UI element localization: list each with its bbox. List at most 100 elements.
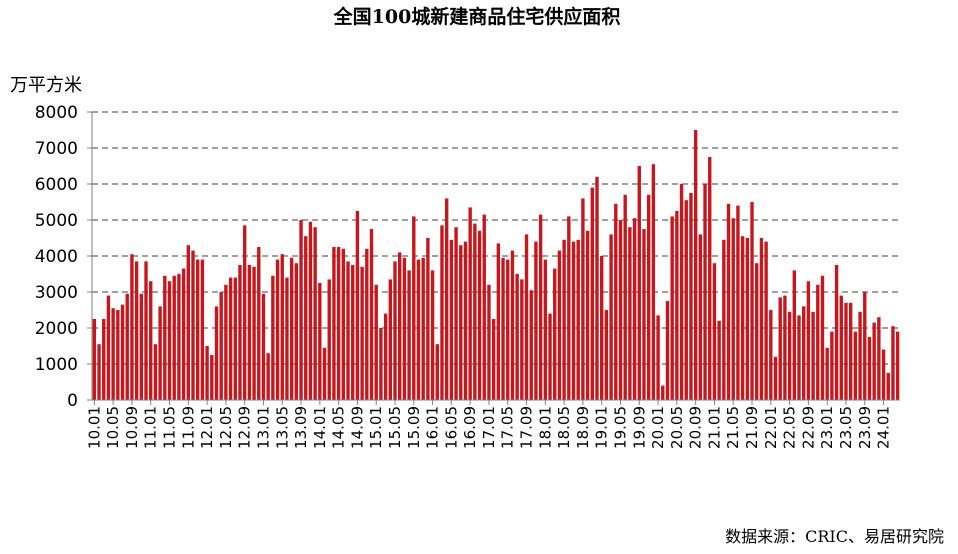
bar <box>661 385 665 400</box>
bar <box>341 248 346 400</box>
bar <box>623 194 627 400</box>
bar <box>149 281 153 400</box>
bar <box>177 274 181 400</box>
bar <box>200 259 205 400</box>
bar <box>266 353 270 400</box>
bar <box>708 157 712 400</box>
y-tick-label: 4000 <box>35 247 78 267</box>
axes <box>87 111 900 405</box>
bar <box>571 241 576 400</box>
bar <box>595 176 599 400</box>
bar <box>797 315 801 400</box>
bar <box>412 216 416 400</box>
x-tick-label: 21.01 <box>705 406 723 449</box>
bar <box>703 184 707 400</box>
bar <box>773 356 778 400</box>
y-tick-labels: 0 1000 2000 3000 4000 5000 6000 7000 8000 <box>35 103 78 411</box>
bar <box>651 164 656 400</box>
bar <box>750 202 754 400</box>
bar <box>393 261 397 400</box>
bar <box>632 218 637 400</box>
bar <box>872 322 876 400</box>
bar <box>449 239 454 400</box>
bar <box>670 216 674 400</box>
x-tick-label: 11.01 <box>142 406 160 449</box>
bar <box>299 220 303 400</box>
bar <box>769 310 773 400</box>
bar <box>656 315 660 400</box>
bar <box>717 320 721 400</box>
bar <box>181 268 186 400</box>
x-tick-label: 19.09 <box>630 406 648 449</box>
bar <box>877 317 881 400</box>
x-tick-label: 14.01 <box>311 406 329 449</box>
bar <box>698 234 703 400</box>
bar <box>365 248 369 400</box>
bar <box>590 187 594 400</box>
bar <box>294 263 299 400</box>
bar <box>172 275 176 400</box>
bar <box>604 310 609 400</box>
x-tick-label: 22.01 <box>762 406 780 449</box>
x-tick-label: 24.01 <box>875 406 893 449</box>
bars <box>92 130 900 400</box>
bar <box>726 203 731 400</box>
x-tick-label: 20.05 <box>668 406 686 449</box>
bar <box>111 308 115 400</box>
bar <box>487 284 491 400</box>
bar <box>482 214 486 400</box>
y-tick-label: 8000 <box>35 103 78 123</box>
bar <box>219 292 223 400</box>
bar <box>426 238 430 400</box>
x-tick-label: 10.05 <box>104 406 122 449</box>
bar <box>463 241 468 400</box>
bar <box>163 275 167 400</box>
x-tick-label: 17.05 <box>499 406 517 449</box>
bar <box>167 281 172 400</box>
x-tick-label: 19.01 <box>593 406 611 449</box>
bar <box>289 257 294 400</box>
y-tick-label: 2000 <box>35 319 78 339</box>
bar <box>388 279 392 400</box>
bar <box>886 373 890 400</box>
bar <box>205 346 209 400</box>
bar <box>402 257 407 400</box>
bar <box>468 207 472 400</box>
bar <box>848 302 853 400</box>
bar <box>802 306 806 400</box>
bar <box>238 265 242 400</box>
bar <box>689 193 693 400</box>
y-tick-label: 0 <box>67 391 78 411</box>
bar <box>252 266 256 400</box>
bar <box>778 297 782 400</box>
bar <box>867 337 872 400</box>
bar <box>459 245 463 400</box>
bar <box>308 221 313 400</box>
bar <box>557 250 562 400</box>
bar <box>665 301 670 400</box>
x-tick-label: 15.01 <box>367 406 385 449</box>
bar <box>261 293 266 400</box>
bar <box>416 259 421 400</box>
bar <box>679 184 684 400</box>
x-tick-label: 16.09 <box>461 406 479 449</box>
bar <box>454 227 458 400</box>
bar <box>895 331 900 400</box>
bar <box>120 304 125 400</box>
bar <box>755 263 759 400</box>
x-tick-label: 13.05 <box>273 406 291 449</box>
y-tick-label: 5000 <box>35 211 78 231</box>
x-tick-label: 11.05 <box>161 406 179 449</box>
bar <box>783 295 787 400</box>
bar <box>618 220 623 400</box>
bar <box>280 254 284 400</box>
bar <box>247 265 252 400</box>
x-tick-label: 13.01 <box>254 406 272 449</box>
x-tick-label: 12.05 <box>217 406 235 449</box>
bar <box>834 265 839 400</box>
bar <box>529 290 533 400</box>
x-tick-label: 14.05 <box>330 406 348 449</box>
bar <box>792 270 796 400</box>
bar <box>336 247 341 400</box>
bar <box>637 166 641 400</box>
